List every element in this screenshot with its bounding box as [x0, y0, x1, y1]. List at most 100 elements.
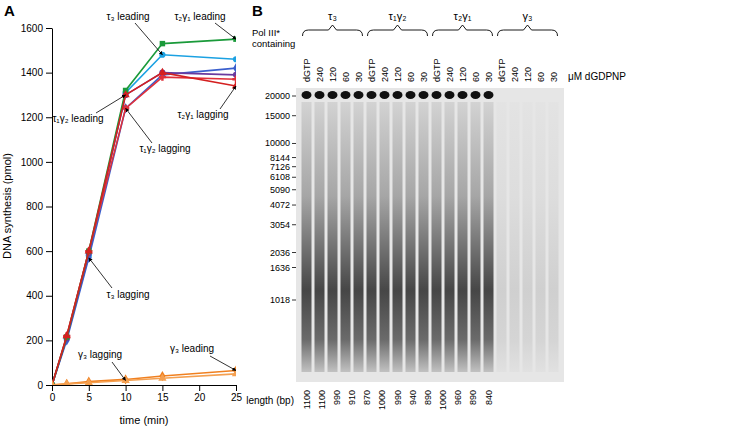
gel-well	[471, 91, 481, 99]
gel-smear	[367, 102, 377, 372]
ladder-tick	[292, 115, 296, 116]
gel-smear	[510, 102, 520, 372]
lane-label: 30	[484, 72, 494, 82]
annotation-arrow	[210, 356, 236, 370]
length-value: 910	[347, 390, 357, 405]
annotation-arrow	[96, 95, 126, 113]
gel-well	[380, 91, 390, 99]
gel-well	[367, 91, 377, 99]
ladder-tick	[292, 157, 296, 158]
annotation-label: τ₂γ₁ lagging	[177, 109, 228, 120]
y-tick: 1600	[21, 23, 52, 34]
x-tick-mark	[236, 385, 237, 391]
gel-smear	[523, 102, 533, 372]
x-tick: 0	[50, 385, 56, 403]
y-tick-label: 200	[26, 335, 43, 346]
lane-label: 30	[419, 72, 429, 82]
lane-label: 60	[471, 72, 481, 82]
annotation-label: γ₃ lagging	[78, 349, 122, 360]
y-tick-mark	[46, 28, 52, 29]
series-marker	[63, 379, 71, 385]
length-value: 1000	[377, 390, 387, 410]
gel-well	[458, 91, 468, 99]
gel-well	[432, 91, 442, 99]
lane-label: dGTP	[497, 58, 507, 82]
lane-label: dGTP	[367, 58, 377, 82]
ladder-tick	[292, 224, 296, 225]
x-tick-label: 10	[121, 392, 133, 403]
lane-label: 120	[523, 67, 533, 82]
y-tick: 1000	[21, 157, 52, 168]
length-value: 870	[362, 390, 372, 405]
y-tick-label: 1200	[21, 112, 44, 123]
length-title: length (bp)	[246, 395, 294, 406]
length-value: 890	[423, 390, 433, 405]
ladder-tick	[292, 300, 296, 301]
x-tick-label: 5	[87, 392, 93, 403]
lane-label: 240	[380, 67, 390, 82]
lane-label: 60	[341, 72, 351, 82]
x-tick-label: 20	[194, 392, 206, 403]
x-axis-title: time (min)	[120, 414, 169, 426]
ladder-tick	[292, 267, 296, 268]
gel-smear	[497, 102, 507, 372]
gel-well	[354, 91, 364, 99]
series-line	[52, 55, 236, 385]
group-brace	[498, 25, 558, 36]
ladder-label: 6108	[270, 172, 290, 182]
gel-well	[419, 91, 429, 99]
length-value: 1100	[317, 390, 327, 409]
x-tick-label: 15	[157, 392, 169, 403]
series-marker	[52, 380, 56, 385]
annotation-label: τ₁γ₂ leading	[52, 113, 103, 124]
x-tick-mark	[89, 385, 90, 391]
y-tick-mark	[46, 73, 52, 74]
gel-smear	[471, 102, 481, 372]
lane-label: 120	[458, 67, 468, 82]
gel-well	[302, 91, 312, 99]
annotation-arrow	[215, 23, 236, 39]
gel-smear	[484, 102, 494, 372]
ladder-tick	[292, 166, 296, 167]
group-brace	[368, 25, 428, 36]
ladder-label: 20000	[265, 91, 290, 101]
length-value: 1100	[302, 390, 312, 409]
plot-area	[52, 36, 236, 385]
annotation-arrow	[135, 23, 162, 55]
panel-title: A	[4, 2, 15, 19]
x-tick: 25	[231, 385, 243, 403]
y-tick-mark	[46, 296, 52, 297]
group-label: γ₃	[523, 10, 533, 22]
y-tick: 800	[26, 201, 52, 212]
x-tick: 20	[194, 385, 206, 403]
annotation-label: τ₃ leading	[106, 11, 149, 22]
annotation-arrow	[89, 258, 112, 288]
x-tick-label: 25	[231, 392, 243, 403]
ladder-tick	[292, 205, 296, 206]
lane-label: 240	[315, 67, 325, 82]
lane-label: 60	[536, 72, 546, 82]
y-tick-mark	[46, 117, 52, 118]
series-marker	[232, 76, 236, 83]
ladder-tick	[292, 252, 296, 253]
annotation-label: τ₂γ₁ leading	[174, 11, 225, 22]
annotation-arrow	[126, 108, 152, 143]
length-value: 890	[468, 390, 478, 405]
y-tick: 1400	[21, 67, 52, 78]
gel-smear	[328, 102, 338, 372]
y-tick-mark	[46, 251, 52, 252]
x-axis: 0 5 10 15 20 25	[50, 385, 243, 403]
lane-label: 30	[354, 72, 364, 82]
y-tick: 1200	[21, 112, 52, 123]
ladder-label: 1636	[270, 263, 290, 273]
y-tick-label: 800	[26, 201, 43, 212]
series-line	[52, 73, 236, 385]
ladder-tick	[292, 143, 296, 144]
y-tick-mark	[46, 162, 52, 163]
ladder-label: 10000	[265, 138, 290, 148]
gel-smear	[536, 102, 546, 372]
y-tick: 400	[26, 290, 52, 301]
lane-label: 30	[549, 72, 559, 82]
length-value: 1000	[438, 390, 448, 410]
x-tick: 10	[121, 385, 133, 403]
